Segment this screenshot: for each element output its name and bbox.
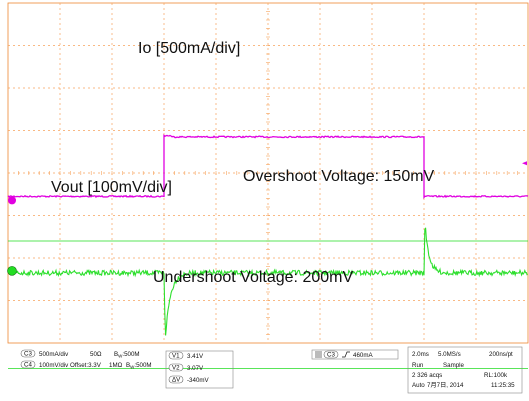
ch3-scale: 500mA/div — [39, 351, 69, 358]
ch4-offset: Offset:3.3V — [70, 362, 102, 369]
io-label: Io [500mA/div] — [138, 40, 240, 57]
ch4-scale: 100mV/div — [39, 362, 69, 369]
trigger-source: C3 — [327, 352, 335, 359]
acquisition-mode: Sample — [443, 362, 465, 369]
svg-text:BW:500M: BW:500M — [114, 351, 140, 359]
timebase: 2.0ms — [412, 351, 429, 358]
trigger-mode: Auto — [412, 382, 425, 389]
record-length: RL:100k — [484, 372, 508, 379]
trigger-level: 460mA — [353, 352, 373, 359]
vout-label: Vout [100mV/div] — [51, 179, 172, 196]
ch3-bw-val: :500M — [122, 351, 139, 358]
trigger-icon[interactable] — [315, 351, 322, 358]
v1-label: V1 — [172, 353, 180, 360]
time: 11:25:35 — [491, 382, 515, 389]
resolution: 200ns/pt — [489, 351, 513, 358]
v2-value: 3.07V — [187, 365, 204, 372]
ch4-bw-val: :500M — [134, 362, 151, 369]
svg-text:BW:500M: BW:500M — [126, 362, 152, 370]
ch4-badge-text: C4 — [24, 362, 32, 369]
v1-value: 3.41V — [187, 353, 204, 360]
v2-label: V2 — [172, 365, 180, 372]
overshoot-label: Overshoot Voltage: 150mV — [243, 168, 435, 185]
ch3-impedance: 50Ω — [90, 351, 102, 358]
delta-v-label: ΔV — [172, 377, 181, 384]
ch3-ground-marker — [8, 196, 16, 204]
sample-rate: 5.0MS/s — [438, 351, 461, 358]
acquisition-count: 2 326 acqs — [412, 372, 442, 379]
delta-v-value: -340mV — [187, 377, 210, 384]
ch4-ground-marker — [8, 266, 17, 275]
ch4-impedance: 1MΩ — [109, 362, 123, 369]
run-state: Run — [412, 362, 424, 369]
undershoot-label: Undershoot Voltage: 200mV — [153, 269, 353, 286]
ch3-badge-text: C3 — [24, 351, 32, 358]
date: 7月7日, 2014 — [427, 382, 464, 389]
